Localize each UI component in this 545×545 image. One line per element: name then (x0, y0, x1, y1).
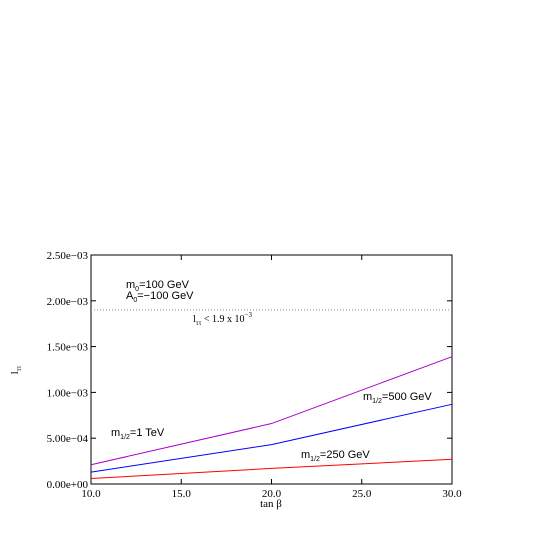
annotation-bound-sub: ττ (196, 319, 202, 327)
annotation-series-1tev-sub: 1/2 (120, 434, 130, 441)
annotation-bound-rest: < 1.9 x 10 (201, 314, 244, 325)
annotation-a0-rest: =−100 GeV (137, 290, 194, 302)
y-tick-label: 0.00e+00 (47, 479, 89, 491)
series-line-1 (90, 356, 453, 466)
y-tick-label: 2.00e−03 (47, 296, 89, 308)
x-axis: 10.0 15.0 20.0 25.0 30.0 (81, 255, 462, 500)
x-tick-label: 25.0 (352, 488, 372, 500)
annotation-series-1tev: m1/2=1 TeV (111, 427, 165, 441)
series-lines (90, 356, 453, 480)
annotation-m0: m0=100 GeV (126, 279, 190, 293)
annotation-a0: A0=−100 GeV (126, 290, 194, 304)
annotation-series-250-rest: =250 GeV (320, 449, 371, 461)
annotation-series-500-sub: 1/2 (372, 398, 382, 405)
annotation-series-500: m1/2=500 GeV (363, 391, 432, 405)
series-line-3 (90, 458, 453, 480)
y-tick-label: 2.50e−03 (47, 250, 89, 262)
y-tick-label: 5.00e−04 (47, 433, 89, 445)
series-line-2 (90, 403, 453, 473)
annotation-series-250-sub: 1/2 (310, 456, 320, 463)
annotation-bound: lττ < 1.9 x 10−3 (193, 311, 253, 327)
annotation-series-500-main: m (363, 391, 372, 403)
x-axis-title: tan β (260, 498, 282, 510)
annotation-m0-rest: =100 GeV (139, 279, 190, 291)
annotation-bound-main: l (193, 314, 196, 325)
annotation-series-1tev-main: m (111, 427, 120, 439)
x-tick-label: 10.0 (81, 488, 101, 500)
x-tick-label: 15.0 (172, 488, 192, 500)
annotation-m0-sub: 0 (135, 286, 139, 293)
x-tick-label: 30.0 (442, 488, 462, 500)
annotation-a0-main: A (126, 290, 134, 302)
y-tick-label: 1.50e−03 (47, 342, 89, 354)
y-axis-title-sub: ττ (15, 365, 23, 371)
annotation-series-250: m1/2=250 GeV (301, 449, 370, 463)
annotation-series-500-rest: =500 GeV (382, 391, 433, 403)
annotation-a0-sub: 0 (133, 297, 137, 304)
y-axis-title-main: l (9, 371, 21, 374)
y-axis-title: lττ (9, 365, 23, 374)
annotation-series-1tev-rest: =1 TeV (130, 427, 165, 439)
x-tick-label: 20.0 (262, 488, 282, 500)
annotation-m0-main: m (126, 279, 135, 291)
y-axis: 0.00e+00 5.00e−04 1.00e−03 1.50e−03 2.00e−03… (47, 250, 452, 491)
annotation-series-250-main: m (301, 449, 310, 461)
annotation-bound-sup: −3 (245, 311, 253, 319)
y-tick-label: 1.00e−03 (47, 387, 89, 399)
